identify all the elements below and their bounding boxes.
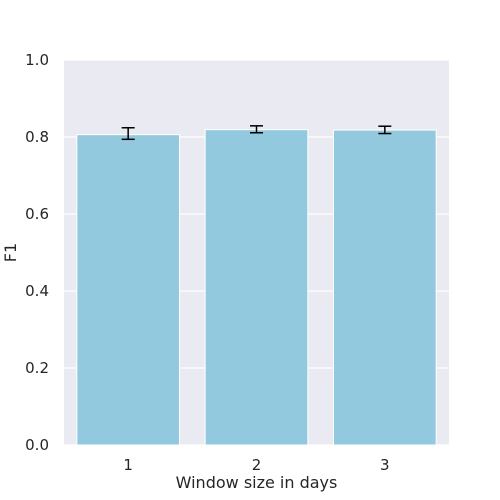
y-tick-label: 0.8 bbox=[25, 128, 49, 146]
y-tick-label: 0.4 bbox=[25, 282, 49, 300]
y-tick-label: 1.0 bbox=[25, 51, 49, 69]
y-tick-label: 0.0 bbox=[25, 436, 49, 454]
bar bbox=[204, 129, 309, 446]
x-axis-ticks: 1 2 3 bbox=[123, 456, 389, 474]
y-tick-label: 0.2 bbox=[25, 359, 49, 377]
bars bbox=[76, 129, 437, 446]
x-tick-label: 2 bbox=[252, 456, 262, 474]
x-axis-label: Window size in days bbox=[176, 473, 338, 492]
error-bars bbox=[121, 125, 392, 141]
x-tick-label: 1 bbox=[123, 456, 133, 474]
y-axis-label: F1 bbox=[1, 243, 20, 262]
bar bbox=[333, 129, 437, 446]
bar bbox=[76, 134, 180, 446]
x-tick-label: 3 bbox=[380, 456, 390, 474]
y-axis-ticks: 0.0 0.2 0.4 0.6 0.8 1.0 bbox=[25, 51, 49, 454]
y-tick-label: 0.6 bbox=[25, 205, 49, 223]
